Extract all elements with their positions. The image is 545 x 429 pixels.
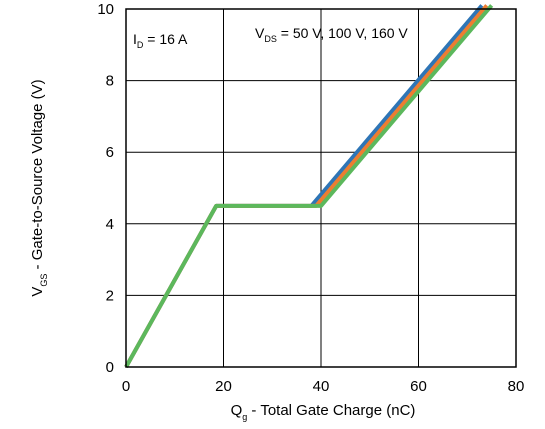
x-axis-title: Qg - Total Gate Charge (nC) bbox=[231, 402, 416, 422]
grid bbox=[126, 9, 516, 367]
y-tick-label: 10 bbox=[97, 1, 114, 18]
series-lines bbox=[124, 4, 494, 368]
y-tick-labels: 0 2 4 6 8 10 bbox=[97, 1, 114, 376]
x-tick-label: 20 bbox=[215, 378, 232, 395]
y-tick-label: 0 bbox=[106, 359, 114, 376]
series-line-3 bbox=[124, 4, 494, 368]
x-tick-label: 40 bbox=[313, 378, 330, 395]
x-tick-label: 80 bbox=[508, 378, 525, 395]
x-tick-labels: 0 20 40 60 80 bbox=[122, 378, 525, 395]
annotation-vds: VDS = 50 V, 100 V, 160 V bbox=[255, 25, 408, 44]
y-tick-label: 6 bbox=[106, 144, 114, 161]
y-tick-label: 2 bbox=[106, 287, 114, 304]
y-tick-label: 4 bbox=[106, 216, 114, 233]
y-axis-title: VGS - Gate-to-Source Voltage (V) bbox=[29, 79, 49, 296]
x-tick-label: 0 bbox=[122, 378, 130, 395]
plot-frame bbox=[125, 8, 517, 368]
annotation-id: ID = 16 A bbox=[133, 31, 188, 50]
x-tick-label: 60 bbox=[410, 378, 427, 395]
y-tick-label: 8 bbox=[106, 73, 114, 90]
series-line-1 bbox=[124, 4, 484, 368]
series-line-2 bbox=[124, 4, 489, 368]
